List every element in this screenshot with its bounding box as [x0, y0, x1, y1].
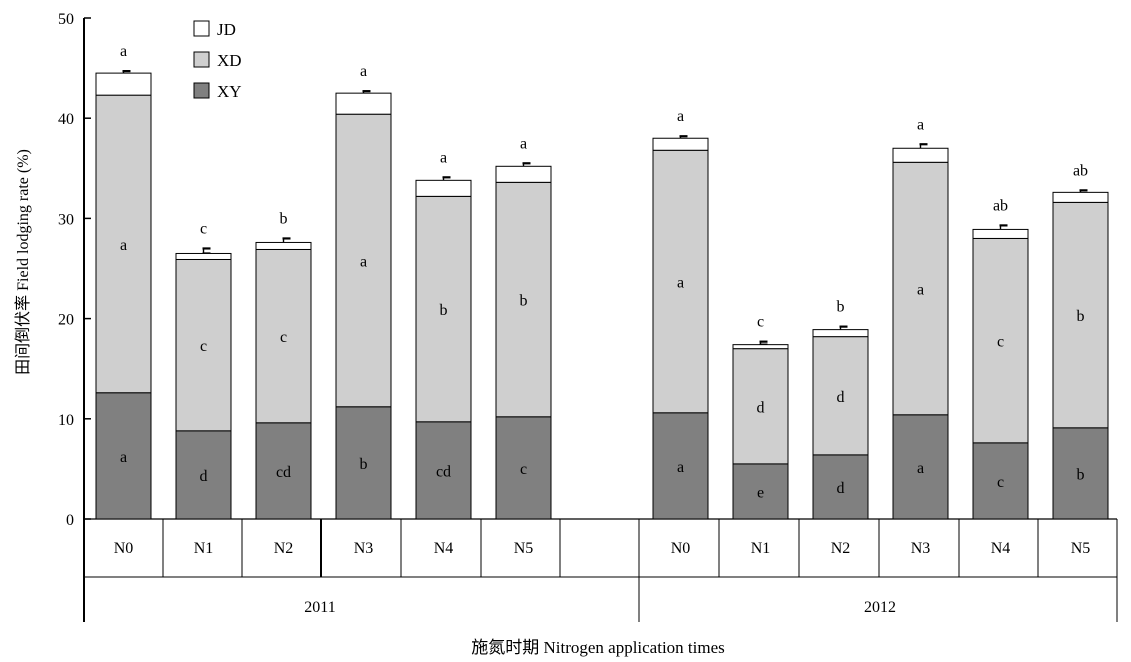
bar-segment-xd	[95, 94, 152, 394]
significance-label-xd: a	[120, 237, 127, 254]
significance-label-xy: d	[200, 468, 208, 485]
significance-label-xy: b	[360, 456, 368, 473]
legend-swatch-xy	[193, 82, 210, 99]
bar-segment-jd	[95, 72, 152, 96]
significance-label-jd: b	[837, 299, 845, 316]
category-label: N5	[514, 540, 534, 557]
significance-label-xd: c	[200, 338, 207, 355]
bar-segment-xd	[652, 149, 709, 414]
x-axis-label: 施氮时期 Nitrogen application times	[471, 638, 725, 657]
category-label: N0	[671, 540, 691, 557]
bar-segment-jd	[335, 92, 392, 115]
bar-segment-xd	[495, 181, 552, 418]
legend-label: JD	[217, 20, 236, 39]
significance-label-xd: d	[837, 389, 845, 406]
y-tick-label: 40	[58, 111, 74, 128]
significance-label-xd: b	[440, 302, 448, 319]
bar-segment-xd	[335, 113, 392, 408]
y-tick-label: 10	[58, 412, 74, 429]
bar-segment-jd	[495, 165, 552, 183]
bar-segment-jd	[972, 228, 1029, 239]
bar-segment-jd	[892, 147, 949, 163]
significance-label-jd: a	[120, 43, 127, 60]
y-tick-label: 30	[58, 211, 74, 228]
category-label: N0	[114, 540, 134, 557]
category-label: N1	[751, 540, 771, 557]
category-label: N2	[274, 540, 294, 557]
significance-label-xy: d	[837, 480, 845, 497]
bar-segment-xd	[812, 336, 869, 456]
bar-segment-jd	[812, 329, 869, 338]
significance-label-xy: a	[677, 459, 684, 476]
significance-label-jd: a	[440, 149, 447, 166]
y-axis-label: 田间倒伏率 Field lodging rate (%)	[14, 149, 32, 375]
significance-label-xy: a	[917, 460, 924, 477]
category-label: N2	[831, 540, 851, 557]
bar-segment-xd	[732, 348, 789, 465]
bar-segment-jd	[1052, 191, 1109, 203]
bar-segment-xy	[335, 406, 392, 520]
y-tick-label: 20	[58, 312, 74, 329]
bar-segment-xy	[255, 422, 312, 520]
significance-label-xd: c	[280, 329, 287, 346]
bar-segment-xy	[95, 392, 152, 520]
bar-segment-xd	[415, 195, 472, 423]
category-label: N3	[354, 540, 374, 557]
significance-label-xd: a	[360, 253, 367, 270]
significance-label-xy: a	[120, 449, 127, 466]
significance-label-xd: a	[917, 282, 924, 299]
significance-label-jd: a	[677, 108, 684, 125]
significance-label-jd: ab	[993, 197, 1008, 214]
bar-segment-xd	[175, 258, 232, 432]
bar-segment-jd	[415, 179, 472, 197]
significance-label-jd: c	[757, 314, 764, 331]
bar-segment-xy	[415, 421, 472, 520]
category-label: N4	[434, 540, 454, 557]
year-label: 2012	[864, 599, 896, 616]
bar-segment-xy	[495, 416, 552, 520]
legend-label: XD	[217, 51, 242, 70]
bar-segment-xd	[892, 161, 949, 416]
significance-label-jd: a	[520, 135, 527, 152]
legend-label: XY	[217, 82, 242, 101]
legend-swatch-jd	[193, 20, 210, 37]
significance-label-jd: a	[917, 116, 924, 133]
y-tick-label: 0	[66, 512, 74, 529]
bar-segment-xy	[812, 454, 869, 520]
significance-label-xd: b	[1077, 308, 1085, 325]
bar-segment-xd	[1052, 201, 1109, 429]
significance-label-xd: a	[677, 275, 684, 292]
significance-label-xd: c	[997, 334, 1004, 351]
significance-label-xy: cd	[436, 463, 451, 480]
bar-segment-jd	[732, 344, 789, 350]
year-label: 2011	[304, 599, 335, 616]
significance-label-xy: c	[997, 474, 1004, 491]
significance-label-xy: b	[1077, 466, 1085, 483]
legend: JD XD XY	[193, 20, 242, 101]
significance-label-xy: cd	[276, 464, 291, 481]
category-label: N5	[1071, 540, 1091, 557]
significance-label-jd: c	[200, 220, 207, 237]
significance-label-xd: d	[757, 399, 765, 416]
bar-segment-xy	[732, 463, 789, 520]
bar-segment-xd	[972, 237, 1029, 444]
bar-segment-jd	[652, 137, 709, 151]
significance-label-xy: e	[757, 484, 764, 501]
legend-swatch-xd	[193, 51, 210, 68]
y-tick-label: 50	[58, 11, 74, 28]
category-label: N1	[194, 540, 214, 557]
bar-segment-jd	[255, 241, 312, 250]
significance-label-jd: ab	[1073, 162, 1088, 179]
bar-segment-xy	[1052, 427, 1109, 520]
bar-segment-jd	[175, 252, 232, 260]
significance-label-xd: b	[520, 293, 528, 310]
category-label: N3	[911, 540, 931, 557]
significance-label-xy: c	[520, 461, 527, 478]
category-label: N4	[991, 540, 1011, 557]
bar-segment-xy	[652, 412, 709, 520]
significance-label-jd: b	[280, 210, 288, 227]
significance-label-jd: a	[360, 63, 367, 80]
